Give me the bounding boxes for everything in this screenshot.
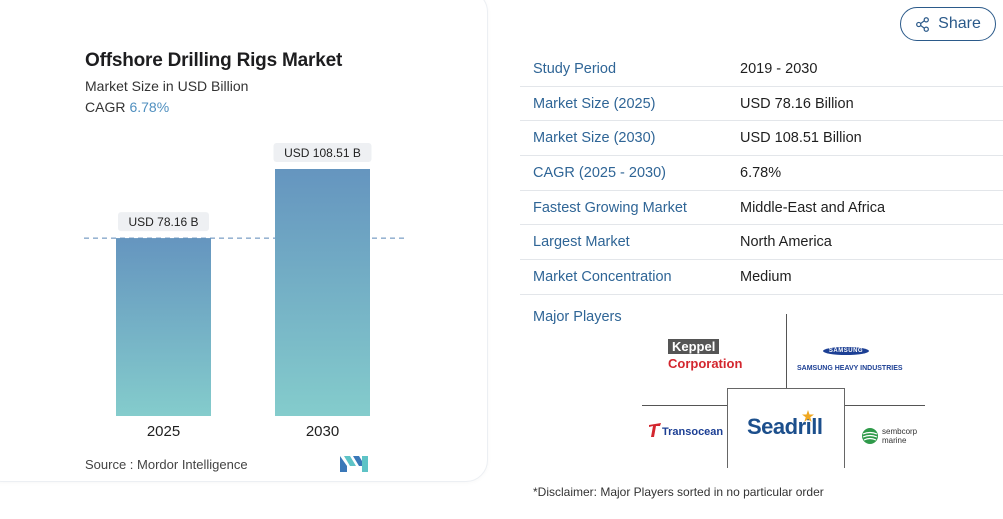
grid-divider — [786, 314, 787, 388]
bar-2030 — [275, 169, 370, 416]
bar-chart: USD 78.16 B 2025 USD 108.51 B 2030 — [84, 143, 405, 440]
disclaimer: *Disclaimer: Major Players sorted in no … — [533, 485, 824, 499]
info-value: USD 108.51 Billion — [740, 130, 862, 147]
star-icon — [802, 410, 814, 422]
transocean-logo: Transocean — [648, 422, 723, 438]
keppel-logo: Keppel Corporation — [668, 338, 742, 371]
bar-2025 — [116, 238, 211, 416]
sembcorp-name: sembcorp — [882, 427, 918, 436]
info-key: Fastest Growing Market — [533, 199, 687, 216]
chart-title: Offshore Drilling Rigs Market — [85, 50, 343, 71]
chart-cagr: CAGR 6.78% — [85, 99, 169, 115]
keppel-wordmark: Keppel — [668, 339, 720, 354]
sembcorp-marine: marine — [882, 436, 907, 445]
info-row-study-period: Study Period 2019 - 2030 — [520, 52, 1003, 87]
share-label: Share — [938, 15, 981, 32]
transocean-text: Transocean — [662, 426, 724, 438]
grid-divider — [845, 405, 925, 406]
sembcorp-mark-icon — [862, 428, 878, 444]
info-value: Middle-East and Africa — [740, 199, 886, 216]
info-key: CAGR (2025 - 2030) — [533, 164, 666, 181]
samsung-oval: SAMSUNG — [822, 347, 870, 355]
data-label: USD 78.16 B — [128, 215, 198, 229]
data-label-bg — [118, 212, 209, 232]
keppel-corporation-text: Corporation — [668, 356, 743, 371]
data-label-bg — [273, 143, 372, 162]
info-key: Market Concentration — [533, 268, 672, 285]
sembcorp-text: sembcorp marine — [882, 427, 917, 445]
samsung-heavy-text: SAMSUNG HEAVY INDUSTRIES — [797, 365, 903, 372]
chart-source: Source : Mordor Intelligence — [85, 457, 248, 472]
chart-card — [0, 0, 488, 482]
x-tick-label: 2025 — [147, 423, 180, 440]
mordor-intelligence-logo — [340, 456, 368, 472]
market-info-table: Study Period 2019 - 2030 Market Size (20… — [520, 52, 1003, 295]
info-row-largest-market: Largest Market North America — [520, 225, 1003, 261]
info-row-market-concentration: Market Concentration Medium — [520, 260, 1003, 295]
info-key: Market Size (2030) — [533, 130, 656, 147]
info-row-fastest-growing: Fastest Growing Market Middle-East and A… — [520, 191, 1003, 226]
info-value: USD 78.16 Billion — [740, 95, 854, 112]
info-key: Study Period — [533, 60, 617, 77]
data-label: USD 108.51 B — [284, 146, 361, 160]
info-value: 2019 - 2030 — [740, 60, 818, 77]
info-row-cagr: CAGR (2025 - 2030) 6.78% — [520, 156, 1003, 191]
x-tick-label: 2030 — [306, 423, 339, 440]
chart-subtitle: Market Size in USD Billion — [85, 78, 249, 94]
info-value: North America — [740, 234, 832, 251]
major-players-label: Major Players — [533, 309, 622, 325]
cagr-label: CAGR — [85, 99, 126, 115]
info-value: 6.78% — [740, 164, 782, 181]
grid-divider — [642, 405, 727, 406]
transocean-mark-icon — [649, 423, 661, 437]
samsung-logo: SAMSUNG SAMSUNG HEAVY INDUSTRIES — [797, 339, 903, 372]
seadrill-logo: Seadrill — [747, 410, 823, 440]
cagr-value: 6.78% — [129, 99, 170, 115]
info-key: Market Size (2025) — [533, 95, 656, 112]
share-button[interactable]: Share — [900, 7, 996, 41]
info-value: Medium — [740, 268, 792, 285]
info-key: Largest Market — [533, 234, 630, 251]
share-icon — [916, 16, 930, 32]
sembcorp-logo: sembcorp marine — [861, 427, 917, 445]
info-row-market-size-2030: Market Size (2030) USD 108.51 Billion — [520, 121, 1003, 157]
info-row-market-size-2025: Market Size (2025) USD 78.16 Billion — [520, 87, 1003, 122]
seadrill-box — [727, 388, 845, 468]
